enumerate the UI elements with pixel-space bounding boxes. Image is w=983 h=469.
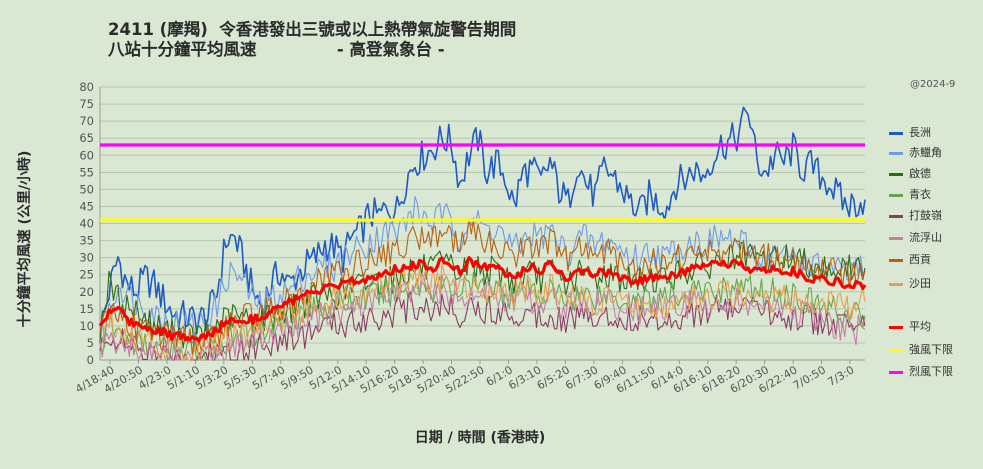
- legend-label: 赤鱲角: [909, 146, 942, 159]
- legend-item: 赤鱲角: [889, 144, 942, 159]
- series-line-2: [99, 196, 866, 351]
- legend-label: 啟德: [909, 167, 931, 180]
- series-line-8: [99, 262, 866, 361]
- legend-label: 長洲: [909, 126, 931, 139]
- legend-item: 流浮山: [889, 229, 942, 244]
- legend-item: 啟德: [889, 165, 931, 180]
- y-tick-label: 25: [79, 268, 94, 282]
- legend-swatch: [889, 258, 903, 262]
- legend-swatch: [889, 151, 903, 155]
- y-tick-label: 10: [79, 319, 94, 333]
- legend-swatch: [889, 282, 903, 286]
- legend-item: 西貢: [889, 251, 931, 266]
- y-tick-label: 35: [79, 234, 94, 248]
- y-tick-label: 75: [79, 97, 94, 111]
- y-tick-label: 80: [79, 80, 94, 94]
- chart-title-line1: 2411 (摩羯) 令香港發出三號或以上熱帶氣旋警告期間: [108, 20, 517, 39]
- legend-item: 沙田: [889, 275, 931, 290]
- chart-note: @2024-9: [910, 79, 956, 90]
- x-axis-label: 日期 / 時間 (香港時): [414, 430, 546, 446]
- legend-swatch: [889, 172, 903, 176]
- y-tick-label: 70: [79, 114, 94, 128]
- legend-item: 長洲: [889, 124, 931, 139]
- legend-label: 西貢: [909, 253, 931, 266]
- y-tick-label: 40: [79, 217, 94, 231]
- chart-title-line2: 八站十分鐘平均風速 - 高登氣象台 -: [108, 40, 445, 59]
- legend-label: 流浮山: [909, 231, 942, 244]
- legend-item: 強風下限: [889, 341, 953, 356]
- legend-item: 打鼓嶺: [889, 207, 942, 222]
- legend-item: 烈風下限: [889, 363, 953, 378]
- legend-label: 平均: [909, 320, 931, 333]
- y-tick-label: 20: [79, 285, 94, 299]
- y-tick-label: 5: [87, 336, 94, 350]
- legend-label: 烈風下限: [909, 365, 953, 378]
- y-tick-label: 60: [79, 148, 94, 162]
- legend-swatch: [889, 193, 903, 197]
- legend-swatch: [889, 131, 903, 135]
- chart-title: 2411 (摩羯) 令香港發出三號或以上熱帶氣旋警告期間 八站十分鐘平均風速 - …: [108, 20, 516, 60]
- y-tick-label: 65: [79, 131, 94, 145]
- legend-label: 青衣: [909, 188, 931, 201]
- legend-item: 平均: [889, 318, 931, 333]
- legend-swatch: [889, 236, 903, 240]
- series-line-7: [99, 218, 866, 356]
- legend-item: 青衣: [889, 186, 931, 201]
- legend-swatch: [889, 348, 903, 352]
- x-tick-label: 7/0:50: [791, 363, 828, 392]
- legend-label: 打鼓嶺: [909, 209, 942, 222]
- y-tick-label: 50: [79, 182, 94, 196]
- y-tick-label: 15: [79, 302, 94, 316]
- x-tick-label: 7/3:0: [825, 363, 856, 388]
- series-line-9: [98, 256, 867, 343]
- legend-swatch: [889, 325, 903, 329]
- legend-label: 強風下限: [909, 343, 953, 356]
- y-tick-label: 55: [79, 165, 94, 179]
- legend-swatch: [889, 214, 903, 218]
- legend-swatch: [889, 370, 903, 374]
- legend-label: 沙田: [909, 277, 931, 290]
- y-tick-label: 30: [79, 251, 94, 265]
- y-tick-label: 45: [79, 199, 94, 213]
- y-tick-label: 0: [87, 353, 94, 367]
